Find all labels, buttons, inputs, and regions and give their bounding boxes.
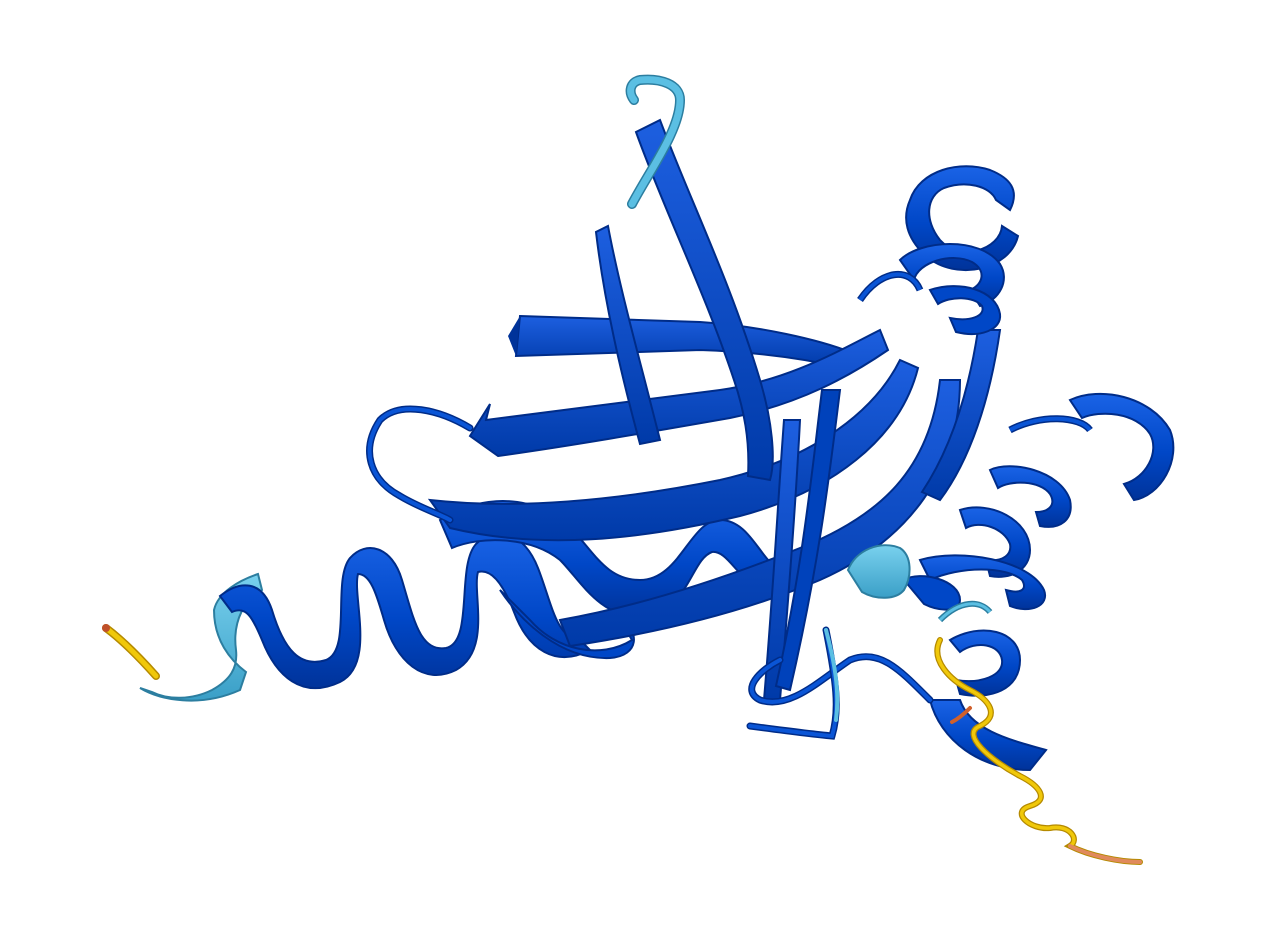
right-helices bbox=[902, 393, 1175, 611]
lower-right-helices bbox=[928, 600, 1048, 772]
n-terminal-tail bbox=[102, 624, 160, 680]
beta-sheet bbox=[427, 118, 1002, 701]
top-hairpin-loop bbox=[625, 74, 686, 209]
bottom-loops bbox=[746, 626, 934, 740]
upper-right-helices bbox=[857, 165, 1020, 335]
left-loop bbox=[366, 405, 474, 524]
cyan-short-helix bbox=[846, 544, 911, 599]
c-terminal-tail bbox=[934, 637, 1143, 865]
long-alpha-helix bbox=[218, 532, 592, 689]
